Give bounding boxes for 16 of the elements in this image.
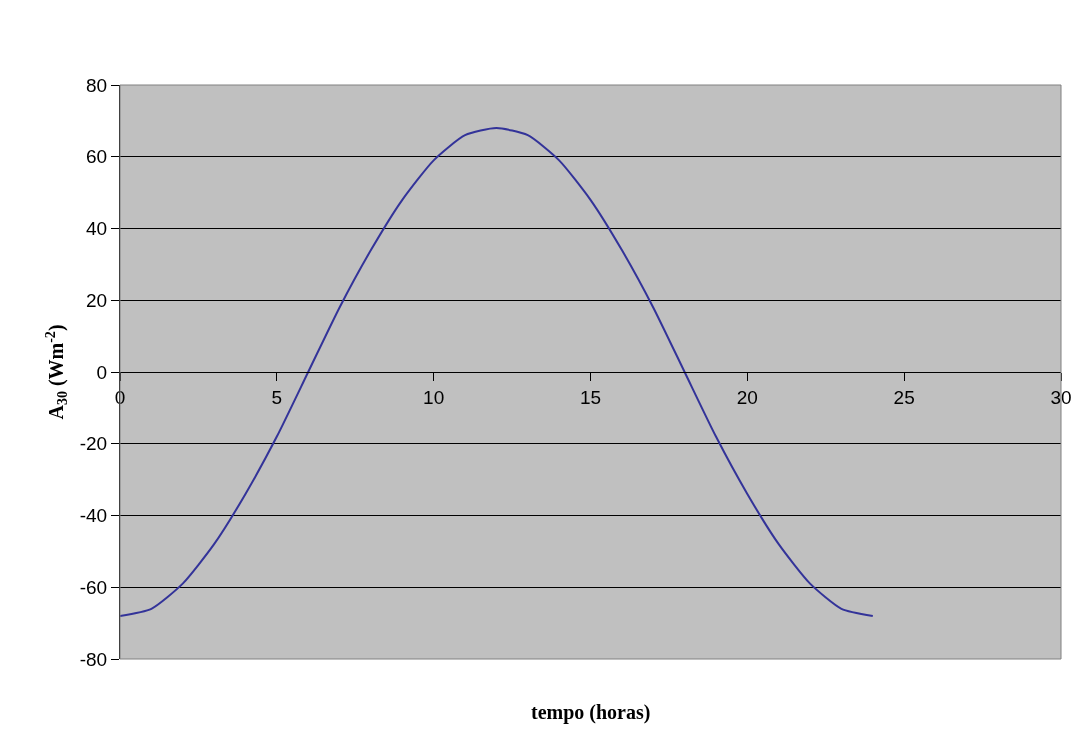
- y-tick-label: 80: [86, 74, 108, 96]
- x-tick-label: 10: [423, 386, 445, 408]
- y-tick-label: -20: [79, 433, 108, 455]
- y-tick-label: -60: [79, 576, 108, 598]
- x-tick-label: 25: [893, 386, 915, 408]
- y-tick-label: 20: [86, 289, 108, 311]
- x-tick-label: 5: [271, 386, 283, 408]
- x-axis-title: tempo (horas): [531, 701, 651, 724]
- y-tick-label: 0: [96, 361, 108, 383]
- x-tick-label: 15: [579, 386, 602, 408]
- y-tick-label: 60: [86, 146, 108, 168]
- x-tick-label: 30: [1050, 386, 1072, 408]
- x-tick-label: 20: [736, 386, 758, 408]
- y-tick-label: -40: [79, 505, 108, 527]
- y-tick-label: 40: [86, 218, 108, 240]
- y-tick-label: -80: [79, 648, 108, 670]
